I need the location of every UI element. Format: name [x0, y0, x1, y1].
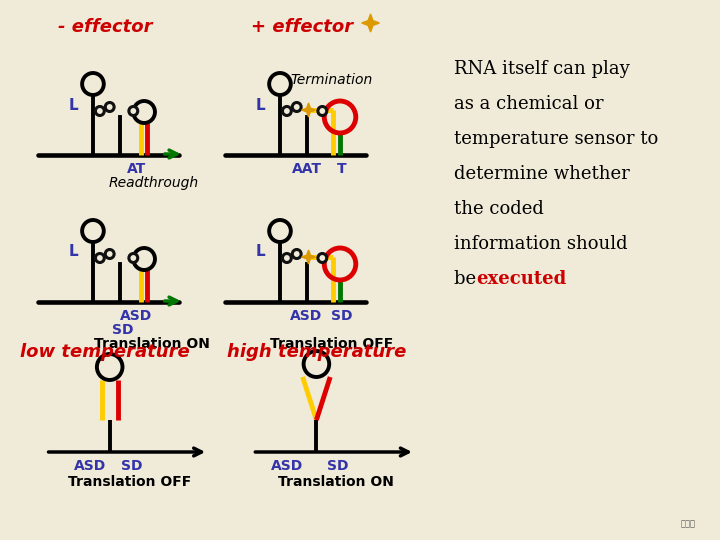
Text: SD: SD — [120, 459, 142, 473]
Text: determine whether: determine whether — [454, 165, 630, 183]
Text: executed: executed — [476, 270, 566, 288]
Polygon shape — [361, 14, 379, 32]
Text: Translation OFF: Translation OFF — [68, 475, 191, 489]
Text: Translation ON: Translation ON — [94, 337, 210, 351]
Text: L: L — [256, 98, 265, 112]
Text: as a chemical or: as a chemical or — [454, 95, 603, 113]
Circle shape — [129, 106, 138, 116]
Text: be: be — [454, 270, 482, 288]
Text: temperature sensor to: temperature sensor to — [454, 130, 659, 148]
Circle shape — [105, 249, 114, 259]
Text: ASD: ASD — [271, 459, 303, 473]
Circle shape — [282, 106, 292, 116]
Polygon shape — [302, 103, 315, 117]
Text: information should: information should — [454, 235, 628, 253]
Text: SD: SD — [112, 323, 133, 337]
Text: Translation ON: Translation ON — [278, 475, 394, 489]
Text: ASD: ASD — [74, 459, 106, 473]
Text: AT: AT — [127, 162, 146, 176]
Circle shape — [129, 253, 138, 262]
Circle shape — [292, 249, 301, 259]
Circle shape — [282, 253, 292, 262]
Text: AAT: AAT — [292, 162, 322, 176]
Circle shape — [96, 253, 104, 262]
Text: T: T — [337, 162, 347, 176]
Circle shape — [318, 106, 327, 116]
Text: ASD: ASD — [290, 309, 323, 323]
Text: L: L — [68, 98, 78, 112]
Text: high temperature: high temperature — [227, 343, 406, 361]
Text: - effector: - effector — [58, 18, 152, 36]
Polygon shape — [302, 250, 315, 264]
Circle shape — [318, 253, 327, 262]
Text: SD: SD — [331, 309, 353, 323]
Text: SD: SD — [328, 459, 348, 473]
Text: L: L — [256, 245, 265, 260]
Text: L: L — [68, 245, 78, 260]
Text: the coded: the coded — [454, 200, 544, 218]
Text: Termination: Termination — [290, 73, 372, 87]
Text: ASD: ASD — [120, 309, 153, 323]
Text: 乾承祖: 乾承祖 — [680, 519, 696, 528]
Circle shape — [96, 106, 104, 116]
Circle shape — [105, 103, 114, 111]
Text: RNA itself can play: RNA itself can play — [454, 60, 630, 78]
Text: low temperature: low temperature — [20, 343, 189, 361]
Circle shape — [292, 103, 301, 111]
Text: + effector: + effector — [251, 18, 353, 36]
Text: Translation OFF: Translation OFF — [269, 337, 393, 351]
Text: Readthrough: Readthrough — [109, 176, 199, 190]
